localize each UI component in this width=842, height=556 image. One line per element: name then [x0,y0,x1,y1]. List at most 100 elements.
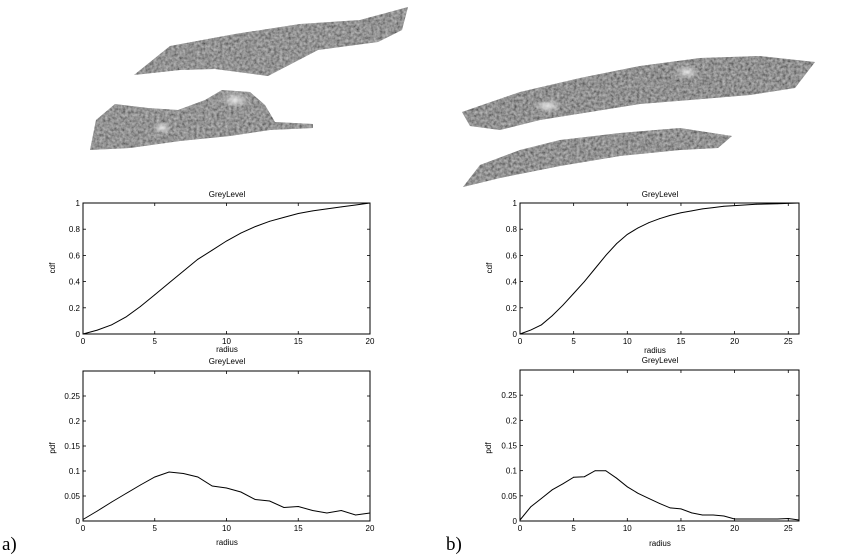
data-point [712,207,714,209]
x-axis-label: radius [644,346,666,355]
y-tick-label: 0 [513,517,518,526]
data-point [616,477,617,479]
chart-a-cdf: GreyLevel radius cdf 0 5 10 15 20 0 0.2 0.4 0.6 0… [48,190,375,354]
data-point [691,210,693,212]
plot-frame [82,202,371,335]
data-point [355,514,356,516]
data-point [669,215,671,216]
data-point [154,294,156,296]
data-point [530,506,532,508]
y-tick-label: 0.8 [69,225,81,234]
data-point [519,519,521,521]
data-point [755,203,757,205]
data-point [355,204,356,206]
x-tick-label: 5 [571,337,576,346]
y-axis-label: pdf [484,442,493,454]
x-tick-label: 20 [730,524,739,533]
y-tick-label: 0.6 [506,251,518,260]
data-point [240,491,242,493]
x-tick-label: 15 [677,524,686,533]
y-tick-label: 0.1 [506,467,518,476]
data-point [637,492,639,494]
data-point [562,483,564,485]
y-tick-label: 0.05 [64,492,80,501]
x-tick-label: 10 [623,524,632,533]
x-tick-label: 5 [153,524,158,533]
data-point [626,486,628,488]
data-point [734,205,735,207]
data-point [140,306,141,307]
tissue-region-a-lower [90,90,313,150]
y-tick-label: 0.2 [506,416,518,425]
data-point [626,234,628,235]
data-point [111,501,113,503]
data-point [605,470,607,472]
x-axis-label: radius [216,538,238,547]
data-point [648,498,650,499]
data-point [240,232,242,234]
x-axis-label: radius [216,345,238,354]
x-tick-label: 15 [294,337,303,346]
chart-b-pdf: GreyLevel radius pdf 0 5 10 15 20 25 0 0.05 0.1 0… [484,356,800,548]
series-line [82,471,371,520]
chart-title: GreyLevel [209,190,246,199]
data-point [519,333,521,335]
y-tick-label: 0 [76,330,81,339]
data-point [723,205,725,207]
panel-label-a: a) [2,534,17,555]
y-tick-label: 0.25 [501,391,517,400]
tissue-region-b-lower [463,128,732,187]
data-point [755,518,757,520]
data-point [211,249,213,251]
chart-title: GreyLevel [642,190,679,199]
data-point [594,470,596,472]
data-point [798,202,800,204]
plot-frame [82,370,371,522]
data-point [111,324,113,326]
x-axis-label: radius [649,539,671,548]
data-point [702,208,703,210]
data-point [326,512,328,514]
data-point [766,518,768,520]
series-line [519,470,800,521]
x-tick-label: 0 [81,524,86,533]
y-tick-label: 0.2 [506,304,518,313]
x-tick-label: 10 [222,524,231,533]
data-point [680,508,682,510]
data-point [541,498,542,499]
y-tick-label: 0.1 [69,467,81,476]
x-tick-label: 15 [294,524,303,533]
data-point [183,473,184,474]
data-point [226,240,227,242]
data-point [530,329,532,331]
data-point [648,222,650,224]
data-point [369,512,371,514]
data-point [584,281,585,282]
data-point [369,202,371,204]
data-point [734,518,735,520]
series-line [82,202,371,335]
data-point [168,471,170,473]
data-point [659,503,660,504]
y-tick-label: 0.2 [69,304,81,313]
data-point [197,476,199,478]
data-point [777,518,778,520]
data-point [197,258,199,260]
y-tick-label: 0.4 [506,278,518,287]
y-tick-label: 1 [513,199,518,208]
y-tick-label: 0.15 [64,442,80,451]
x-tick-label: 20 [366,524,375,533]
y-tick-label: 1 [76,199,81,208]
data-point [82,333,84,335]
micrograph-b [462,56,815,187]
chart-a-pdf: GreyLevel radius pdf 0 5 10 15 20 0 0.05 0.1 0.1… [48,357,375,547]
data-point [269,500,270,502]
data-point [211,485,213,487]
data-point [283,217,285,218]
y-tick-label: 0.4 [69,278,81,287]
data-point [680,212,682,214]
x-tick-label: 0 [81,337,86,346]
y-axis-label: cdf [48,262,57,273]
data-point [787,518,789,519]
tissue-region-b-upper [462,56,815,130]
